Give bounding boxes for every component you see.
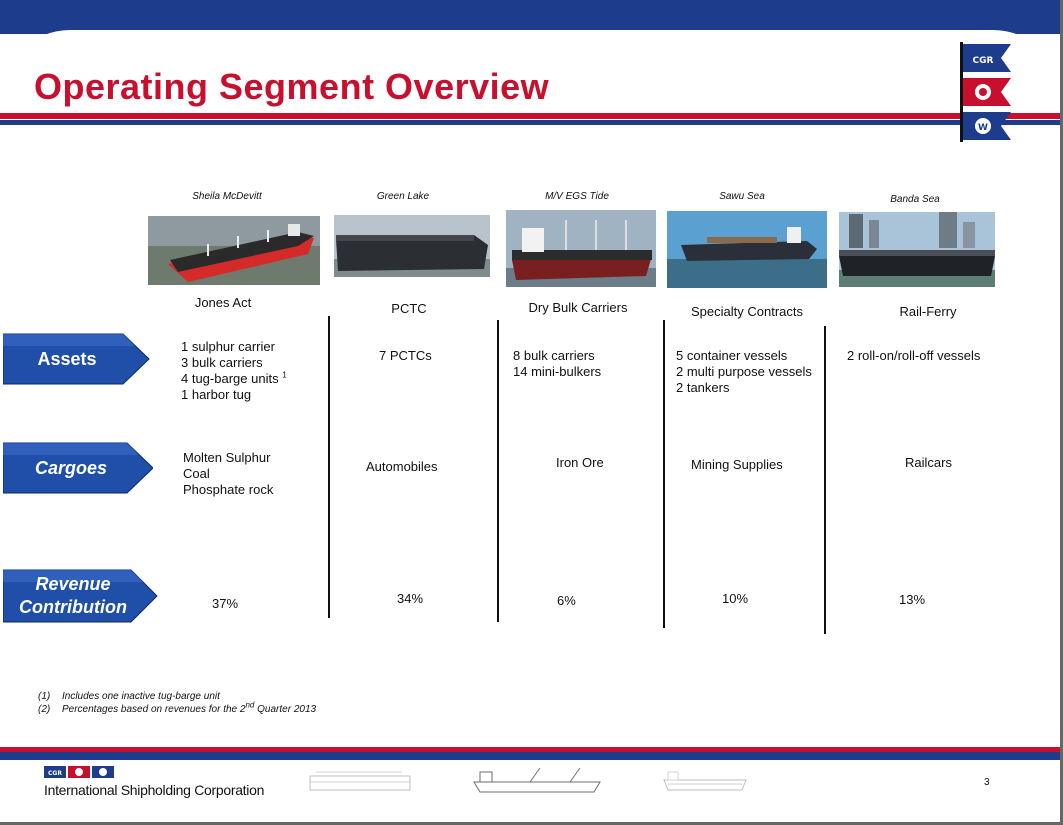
footnote-text: Includes one inactive tug-barge unit bbox=[62, 691, 220, 702]
assets-dry-bulk: 8 bulk carriers 14 mini-bulkers bbox=[513, 348, 601, 380]
flags-icon: CGR W bbox=[963, 44, 1011, 140]
segment-label-rail-ferry: Rail-Ferry bbox=[899, 304, 957, 319]
ship-sketch-icon bbox=[473, 767, 601, 793]
footnote-number: (2) bbox=[38, 704, 51, 715]
cargoes-rail-ferry: Railcars bbox=[905, 455, 952, 471]
list-item: 1 harbor tug bbox=[181, 387, 252, 402]
footnote-1: (1) Includes one inactive tug-barge unit bbox=[38, 690, 316, 703]
ship-name-sawu-sea: Sawu Sea bbox=[719, 191, 765, 202]
list-item: 1 sulphur carrier bbox=[181, 339, 275, 354]
footer-rule-blue bbox=[0, 752, 1060, 760]
row-label-assets: Assets bbox=[37, 349, 97, 369]
svg-text:CGR: CGR bbox=[973, 56, 994, 66]
list-item: 2 tankers bbox=[676, 380, 730, 395]
page-title: Operating Segment Overview bbox=[34, 66, 550, 107]
ship-photo-banda-sea bbox=[839, 212, 995, 287]
ship-photo-sawu-sea bbox=[667, 211, 827, 288]
list-item: 7 PCTCs bbox=[379, 348, 432, 363]
flags-icon: CGR bbox=[44, 766, 114, 778]
segment-label-dry-bulk: Dry Bulk Carriers bbox=[528, 300, 628, 315]
arrow-tab-icon bbox=[3, 442, 153, 494]
row-tab-assets: Assets bbox=[3, 332, 153, 386]
header-band bbox=[0, 0, 1060, 34]
column-divider bbox=[328, 316, 330, 618]
title-rule-red bbox=[0, 113, 1060, 119]
assets-specialty: 5 container vessels 2 multi purpose vess… bbox=[676, 348, 812, 396]
footnote-marker: 1 bbox=[282, 370, 287, 380]
list-item: Automobiles bbox=[366, 459, 438, 474]
page-number: 3 bbox=[984, 777, 990, 788]
company-flags-logo: CGR W bbox=[960, 42, 1016, 142]
ship-name-green-lake: Green Lake bbox=[376, 191, 430, 202]
segment-label-pctc: PCTC bbox=[391, 301, 427, 316]
assets-rail-ferry: 2 roll-on/roll-off vessels bbox=[847, 348, 980, 364]
cargoes-pctc: Automobiles bbox=[366, 459, 438, 475]
footnote-text-end: Quarter 2013 bbox=[254, 704, 317, 715]
revenue-specialty: 10% bbox=[722, 591, 749, 606]
revenue-pctc: 34% bbox=[397, 591, 424, 606]
cargoes-specialty: Mining Supplies bbox=[691, 457, 783, 473]
footer-rule-red bbox=[0, 747, 1060, 752]
cargoes-jones-act: Molten Sulphur Coal Phosphate rock bbox=[183, 450, 273, 498]
row-tab-cargoes: Cargoes bbox=[3, 441, 153, 495]
svg-text:W: W bbox=[978, 123, 988, 133]
assets-pctc: 7 PCTCs bbox=[379, 348, 432, 364]
ship-sketch-icon bbox=[663, 771, 747, 791]
segment-label-specialty: Specialty Contracts bbox=[691, 304, 803, 319]
row-tab-revenue: Revenue Contribution bbox=[3, 568, 158, 623]
revenue-dry-bulk: 6% bbox=[557, 593, 576, 608]
list-item: 5 container vessels bbox=[676, 348, 788, 363]
row-label-revenue-2: Contribution bbox=[19, 597, 127, 617]
title-rule-blue bbox=[0, 120, 1060, 125]
segment-label-jones-act: Jones Act bbox=[194, 295, 252, 310]
list-item: Phosphate rock bbox=[183, 482, 274, 497]
list-item-text: 4 tug-barge units bbox=[181, 371, 279, 386]
footnote-text: Percentages based on revenues for the 2 bbox=[62, 704, 246, 715]
flag-pole bbox=[960, 42, 963, 142]
list-item: 2 multi purpose vessels bbox=[676, 364, 812, 379]
cargoes-dry-bulk: Iron Ore bbox=[556, 455, 604, 471]
list-item: 4 tug-barge units 1 bbox=[181, 371, 287, 387]
list-item: 8 bulk carriers bbox=[513, 348, 595, 363]
ship-photo-green-lake bbox=[334, 215, 490, 277]
arrow-tab-icon bbox=[3, 569, 158, 623]
ship-name-banda-sea: Banda Sea bbox=[890, 194, 940, 205]
revenue-jones-act: 37% bbox=[212, 596, 239, 611]
column-divider bbox=[497, 320, 499, 622]
column-divider bbox=[824, 326, 826, 634]
list-item: 3 bulk carriers bbox=[181, 355, 263, 370]
ship-name-egs-tide: M/V EGS Tide bbox=[545, 191, 609, 202]
footnote-2: (2) Percentages based on revenues for the… bbox=[38, 700, 317, 716]
list-item: Railcars bbox=[905, 455, 952, 470]
footnote-number: (1) bbox=[38, 691, 51, 702]
row-label-cargoes: Cargoes bbox=[34, 458, 108, 478]
header-curve bbox=[0, 30, 1060, 120]
arrow-tab-icon bbox=[3, 333, 150, 385]
assets-jones-act: 1 sulphur carrier 3 bulk carriers 4 tug-… bbox=[181, 339, 287, 403]
company-name: International Shipholding Corporation bbox=[44, 782, 265, 798]
list-item: Mining Supplies bbox=[691, 457, 783, 472]
footnote-superscript: nd bbox=[245, 700, 255, 710]
row-label-revenue-1: Revenue bbox=[35, 574, 111, 594]
footer-flags-logo: CGR bbox=[44, 765, 114, 784]
list-item: Iron Ore bbox=[556, 455, 604, 470]
svg-text:CGR: CGR bbox=[48, 770, 62, 777]
ship-photo-egs-tide bbox=[506, 210, 656, 287]
ship-photo-sheila-mcdevitt bbox=[148, 216, 320, 285]
ship-name-sheila-mcdevitt: Sheila McDevitt bbox=[192, 191, 262, 202]
column-divider bbox=[663, 320, 665, 628]
footnotes: (1) Includes one inactive tug-barge unit … bbox=[38, 690, 316, 716]
ship-sketch-icon bbox=[309, 771, 411, 791]
list-item: 14 mini-bulkers bbox=[513, 364, 602, 379]
list-item: Coal bbox=[183, 466, 210, 481]
list-item: Molten Sulphur bbox=[183, 450, 271, 465]
revenue-rail-ferry: 13% bbox=[899, 592, 926, 607]
list-item: 2 roll-on/roll-off vessels bbox=[847, 348, 981, 363]
